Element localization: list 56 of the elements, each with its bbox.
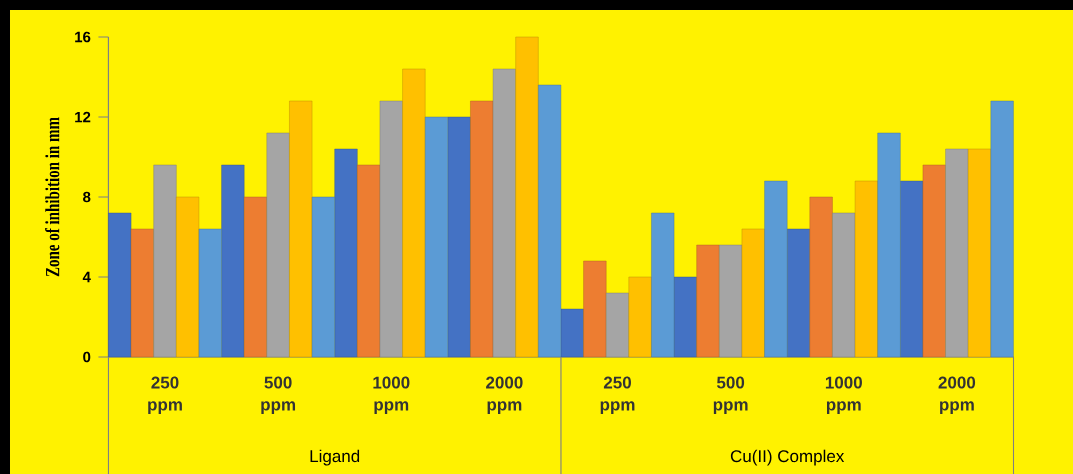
bar: [719, 244, 743, 358]
bar: [176, 196, 200, 358]
bar: [447, 116, 471, 358]
bar: [809, 196, 833, 358]
bar: [492, 68, 516, 358]
bar: [832, 212, 856, 358]
bar: [357, 164, 381, 358]
bar: [130, 228, 154, 358]
bar: [854, 180, 878, 358]
y-tick-label: 16: [75, 31, 91, 43]
bar: [967, 148, 992, 358]
bar: [221, 164, 245, 358]
x-tick-label: 1000 ppm: [825, 376, 862, 414]
bar: [990, 100, 1014, 358]
x-tick-label: 250 ppm: [148, 376, 182, 414]
bar: [877, 132, 901, 358]
bar: [289, 100, 313, 358]
bar: [673, 276, 697, 358]
y-tick-label: 12: [75, 111, 91, 123]
bar: [515, 36, 539, 358]
bar: [470, 100, 494, 358]
x-tick-label: 2000 ppm: [486, 376, 523, 414]
x-tick-label: 250 ppm: [600, 376, 635, 414]
text: Ligand: [310, 449, 360, 466]
y-axis-title: Zone of inhibition in mm: [45, 117, 60, 277]
bar: [311, 196, 335, 358]
bar: [334, 148, 358, 358]
y-tick-label: 8: [83, 191, 91, 203]
y-tick-label: 4: [82, 271, 91, 283]
bar: [243, 196, 268, 358]
bar: [651, 212, 675, 358]
x-tick-label: 500 ppm: [713, 376, 748, 414]
bar: [605, 292, 630, 358]
bar: [266, 132, 290, 358]
bar: [108, 212, 132, 358]
bar: [379, 100, 403, 358]
bar: [424, 116, 449, 358]
bar: [945, 148, 969, 358]
bar: [583, 260, 607, 358]
x-tick-label: 1000 ppm: [373, 376, 410, 414]
bar: [696, 244, 720, 358]
bar: [922, 164, 946, 358]
bar: [764, 180, 788, 358]
x-tick-label: 2000 ppm: [938, 376, 976, 414]
bar: [538, 84, 562, 358]
bar: [628, 276, 652, 358]
bar: [198, 228, 222, 358]
bar: [153, 164, 177, 358]
y-tick-label: 0: [83, 351, 91, 363]
bar: [786, 228, 811, 358]
bar: [900, 180, 924, 358]
bar: [402, 68, 426, 358]
x-tick-label: 500 ppm: [261, 376, 296, 414]
bar: [560, 308, 584, 358]
bar: [741, 228, 765, 358]
text: Cu(II) Complex: [730, 449, 845, 466]
